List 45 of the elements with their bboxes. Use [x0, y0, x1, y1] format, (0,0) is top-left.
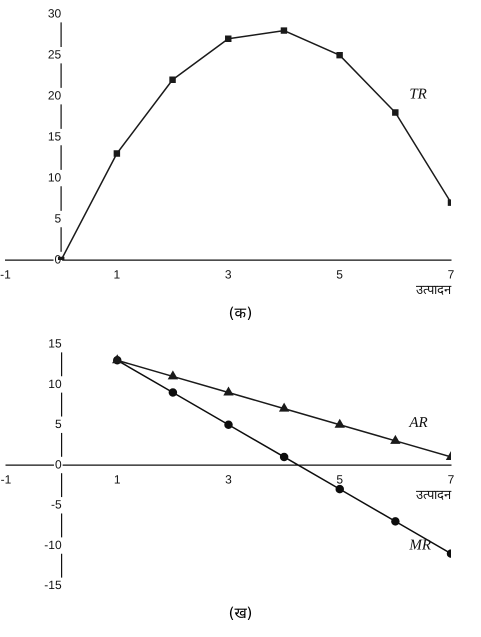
y-tick-label: -5: [50, 498, 62, 512]
x-tick-label: 3: [225, 472, 232, 487]
x-tick-label: 3: [224, 268, 232, 282]
x-tick-label: 5: [336, 472, 344, 487]
series-label: AR: [408, 414, 428, 431]
y-tick-label: 5: [54, 211, 62, 226]
y-tick-label: -15: [44, 578, 62, 592]
point: [280, 27, 288, 34]
y-tick-label: 10: [48, 376, 62, 391]
x-tick-label: 7: [448, 472, 455, 487]
point: [169, 76, 176, 83]
point: [168, 388, 178, 397]
y-tick-label: 0: [54, 457, 62, 472]
x-tick-label: 1: [114, 472, 121, 487]
text: (ख): [228, 603, 254, 622]
point: [225, 36, 232, 42]
y-tick-label: 10: [48, 170, 62, 184]
y-tick-label: 15: [48, 336, 62, 351]
x-tick-label: -1: [0, 472, 12, 487]
point: [280, 452, 288, 462]
text: (क): [228, 303, 254, 322]
y-tick-label: 20: [48, 88, 62, 102]
point: [224, 420, 233, 429]
point: [168, 371, 178, 380]
x-tick-label: 7: [448, 268, 455, 282]
point: [335, 419, 344, 428]
y-tick-label: 30: [48, 6, 62, 21]
point: [392, 109, 399, 116]
point: [224, 387, 234, 396]
y-tick-label: -10: [44, 538, 62, 552]
y-tick-label: 5: [54, 417, 62, 432]
y-tick-label: 15: [48, 129, 62, 144]
series-label: TR: [409, 86, 427, 103]
point: [114, 150, 120, 157]
point: [390, 436, 400, 444]
point: [336, 484, 344, 494]
x-axis-title: उत्पादन: [416, 486, 452, 502]
x-tick-label: 5: [336, 268, 344, 282]
point: [391, 517, 400, 526]
x-axis-title: उत्पादन: [416, 282, 452, 297]
point: [279, 403, 289, 412]
x-tick-label: -1: [0, 268, 12, 282]
y-tick-label: 25: [48, 47, 62, 62]
x-tick-label: 1: [114, 268, 121, 282]
point: [336, 52, 343, 58]
